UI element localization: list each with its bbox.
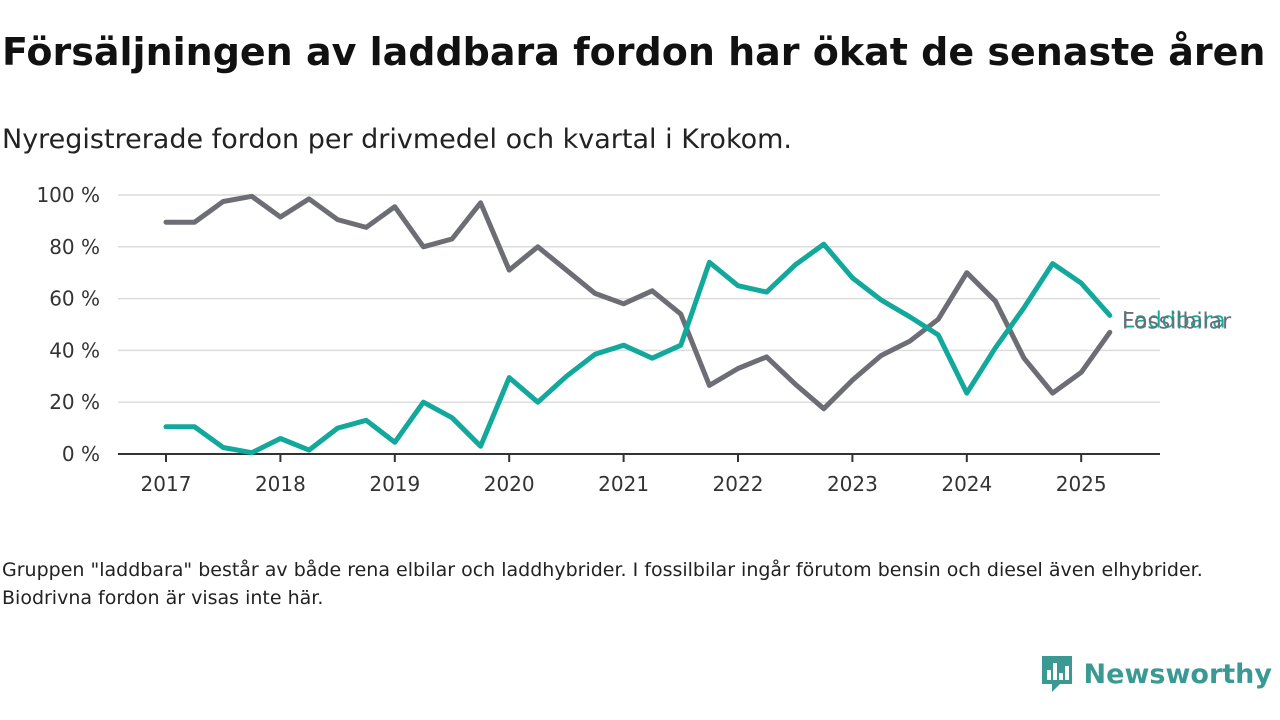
x-tick-label: 2017 <box>141 472 192 496</box>
x-tick-label: 2020 <box>484 472 535 496</box>
y-tick-label: 0 % <box>62 442 100 466</box>
y-tick-label: 100 % <box>36 183 100 207</box>
y-tick-label: 40 % <box>49 338 100 362</box>
x-tick-label: 2021 <box>598 472 649 496</box>
series-label-laddbara: Laddbara <box>1122 308 1226 333</box>
y-axis-ticks: 0 % 20 % 40 % 60 % 80 % 100 % <box>36 183 100 466</box>
series-label-fossilbilar: Fossilbilar <box>1122 309 1232 334</box>
brand-name: Newsworthy <box>1083 658 1272 690</box>
newsworthy-logo-icon <box>1041 656 1072 692</box>
series-line-laddbara <box>163 241 1113 456</box>
chart-subtitle: Nyregistrerade fordon per drivmedel och … <box>2 124 793 155</box>
footnote: Gruppen "laddbara" består av både rena e… <box>2 559 1203 609</box>
y-tick-label: 60 % <box>49 287 100 311</box>
x-tick-label: 2024 <box>941 472 992 496</box>
series-lines <box>163 193 1113 456</box>
chart-title: Försäljningen av laddbara fordon har öka… <box>2 30 1266 74</box>
x-tick-label: 2018 <box>255 472 306 496</box>
line-chart: 0 % 20 % 40 % 60 % 80 % 100 % 2017 2018 2019 202… <box>36 183 1232 496</box>
brand-logo: Newsworthy <box>1040 654 1272 694</box>
x-tick-label: 2025 <box>1056 472 1107 496</box>
x-tick-label: 2019 <box>369 472 420 496</box>
x-axis: 2017 2018 2019 2020 2021 2022 2023 2024 2025 <box>118 453 1160 496</box>
x-tick-label: 2022 <box>713 472 764 496</box>
y-tick-label: 80 % <box>49 235 100 259</box>
series-line-fossilbilar <box>163 193 1113 412</box>
y-tick-label: 20 % <box>49 390 100 414</box>
x-tick-label: 2023 <box>827 472 878 496</box>
